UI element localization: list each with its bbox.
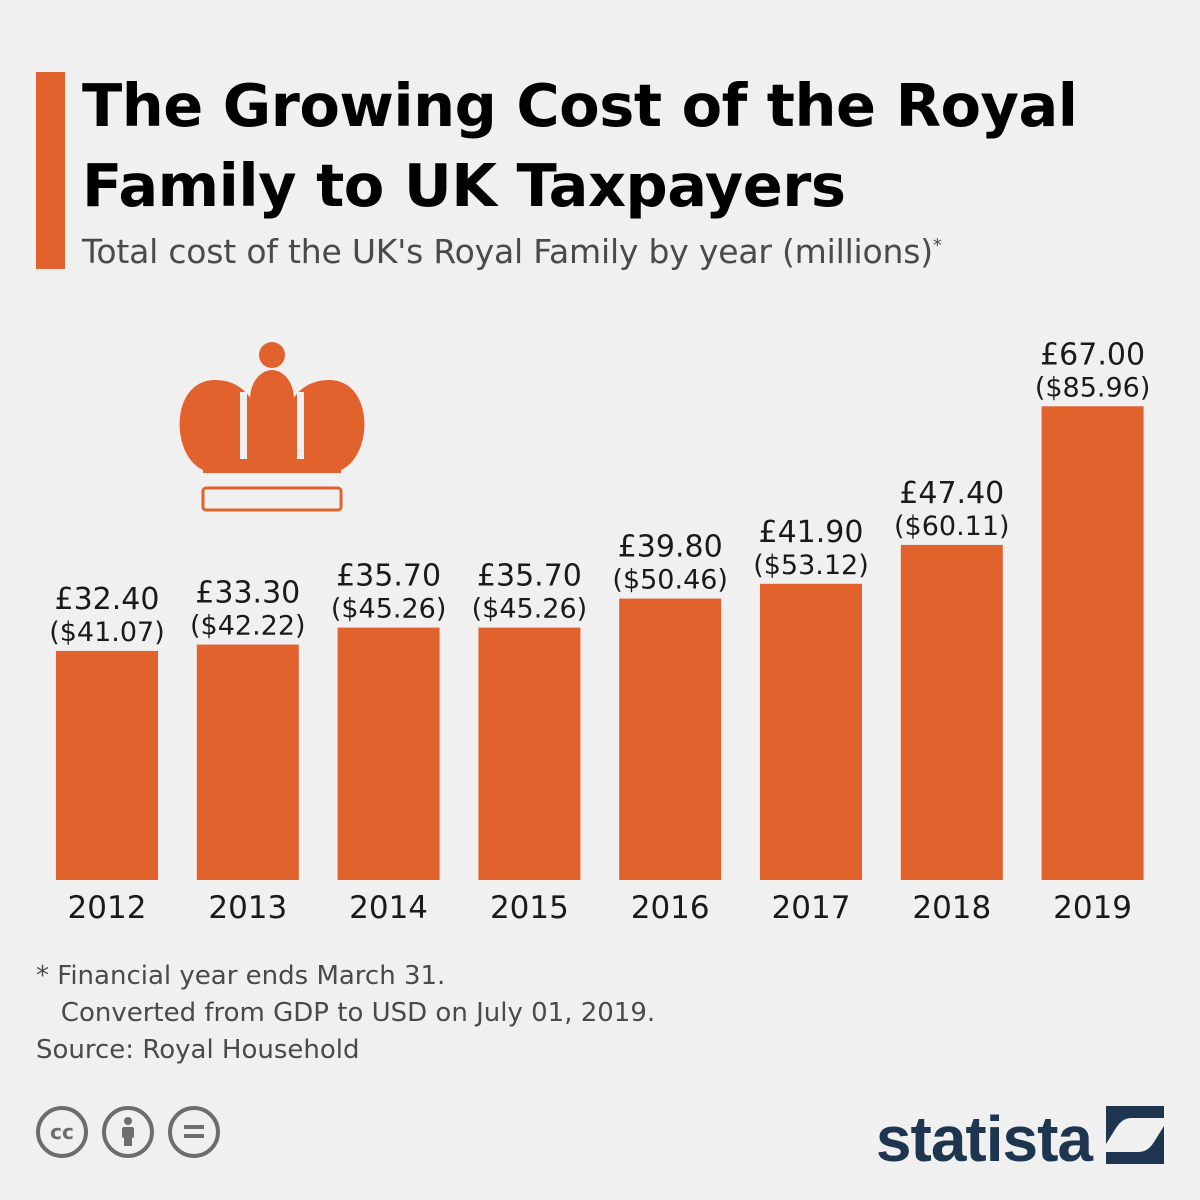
value-label-usd-2013: ($42.22) <box>190 611 306 642</box>
x-tick-label-2018: 2018 <box>912 890 991 926</box>
value-label-usd-2014: ($45.26) <box>331 594 447 625</box>
statista-logo-text[interactable]: statista <box>875 1103 1093 1175</box>
license-icons: cc <box>36 1106 220 1158</box>
crown-icon <box>179 342 365 512</box>
subtitle-text: Total cost of the UK's Royal Family by y… <box>82 232 933 271</box>
x-tick-label-2012: 2012 <box>68 890 147 926</box>
attribution-icon[interactable] <box>102 1106 154 1158</box>
footnote-conversion: Converted from GDP to USD on July 01, 20… <box>36 998 656 1028</box>
footnote-fiscal-year: * Financial year ends March 31. <box>36 961 446 991</box>
no-derivatives-icon[interactable] <box>168 1106 220 1158</box>
value-label-usd-2017: ($53.12) <box>753 550 869 581</box>
bars-group: £32.40($41.07) 2012 £33.30($42.22) 2013 £35.… <box>49 337 1150 926</box>
x-tick-label-2019: 2019 <box>1053 890 1132 926</box>
value-label-gbp-2013: £33.30 <box>195 576 300 611</box>
bar-2019 <box>1041 406 1144 880</box>
bar-2018 <box>900 544 1003 880</box>
value-label-usd-2019: ($85.96) <box>1035 372 1151 403</box>
bar-2014 <box>337 627 440 880</box>
bar-2012 <box>56 650 158 880</box>
cc-icon[interactable]: cc <box>36 1106 88 1158</box>
bar-chart: £32.40($41.07) 2012 £33.30($42.22) 2013 £35.… <box>49 337 1150 926</box>
bar-2017 <box>760 583 862 880</box>
person-icon <box>122 1117 134 1146</box>
value-label-gbp-2018: £47.40 <box>899 476 1004 511</box>
value-label-usd-2018: ($60.11) <box>894 511 1010 542</box>
title-accent-bar <box>36 72 65 269</box>
value-label-gbp-2015: £35.70 <box>477 559 582 594</box>
equals-icon <box>184 1125 204 1138</box>
footnotes: * Financial year ends March 31. Converte… <box>36 958 655 1069</box>
value-label-usd-2016: ($50.46) <box>612 565 728 596</box>
value-label-gbp-2016: £39.80 <box>618 530 723 565</box>
cc-label: cc <box>50 1120 74 1144</box>
statista-logo-icon <box>1106 1106 1164 1164</box>
x-tick-label-2013: 2013 <box>208 890 287 926</box>
x-tick-label-2015: 2015 <box>490 890 569 926</box>
bar-2013 <box>196 644 299 880</box>
value-label-gbp-2014: £35.70 <box>336 559 441 594</box>
source-note: Source: Royal Household <box>36 1035 360 1065</box>
bar-2016 <box>619 598 722 880</box>
bar-2015 <box>478 627 581 880</box>
x-tick-label-2017: 2017 <box>772 890 851 926</box>
x-tick-label-2014: 2014 <box>349 890 428 926</box>
chart-title: The Growing Cost of the Royal Family to … <box>82 71 1078 220</box>
value-label-usd-2012: ($41.07) <box>49 617 165 648</box>
value-label-usd-2015: ($45.26) <box>472 594 588 625</box>
chart-subtitle: Total cost of the UK's Royal Family by y… <box>82 232 942 271</box>
value-label-gbp-2019: £67.00 <box>1040 337 1145 372</box>
value-label-gbp-2017: £41.90 <box>759 515 864 550</box>
x-tick-label-2016: 2016 <box>631 890 710 926</box>
value-label-gbp-2012: £32.40 <box>55 582 160 617</box>
subtitle-asterisk: * <box>932 235 942 256</box>
